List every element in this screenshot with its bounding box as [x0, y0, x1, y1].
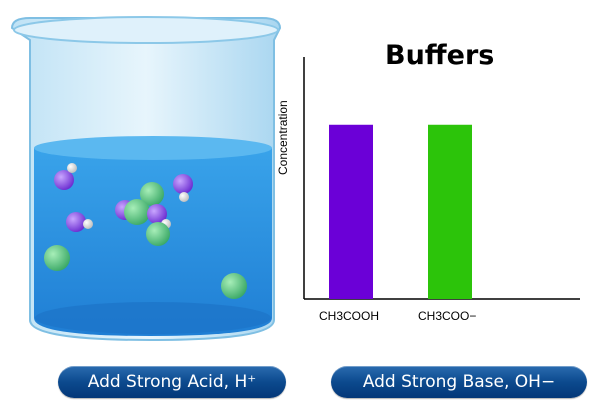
molecule-icon	[44, 163, 247, 299]
tick-label-ch3coo-minus: CH3COO−	[418, 309, 477, 323]
bar-ch3cooh	[329, 124, 373, 299]
beaker-icon	[10, 16, 282, 342]
bar-ch3coo-minus	[428, 124, 472, 299]
beaker-illustration	[0, 0, 290, 360]
bar-chart	[303, 57, 580, 300]
add-strong-base-button[interactable]: Add Strong Base, OH−	[331, 366, 587, 398]
chart-title: Buffers	[385, 40, 495, 71]
chart-panel: Buffers Concentration CH3COOH CH3COO−	[276, 30, 597, 340]
add-strong-acid-button[interactable]: Add Strong Acid, H⁺	[58, 366, 286, 398]
tick-label-ch3cooh: CH3COOH	[319, 309, 380, 323]
